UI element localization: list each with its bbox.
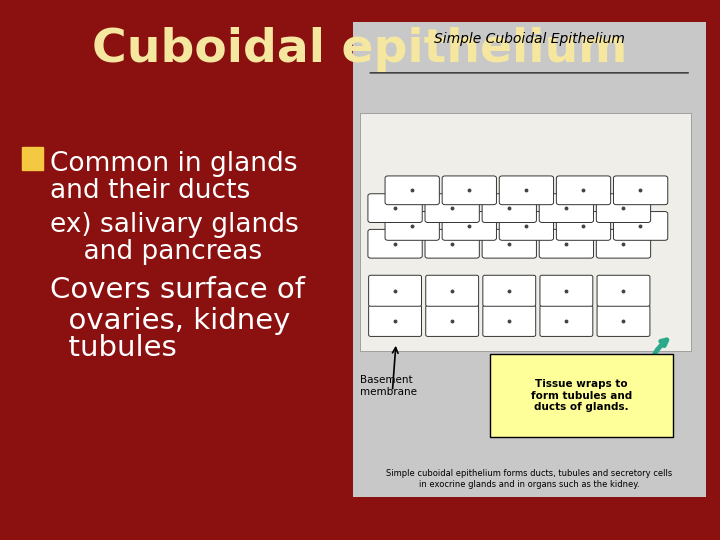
Bar — [22, 147, 43, 170]
Text: and pancreas: and pancreas — [50, 239, 263, 265]
FancyBboxPatch shape — [369, 275, 421, 306]
FancyBboxPatch shape — [425, 230, 480, 258]
Text: ovaries, kidney: ovaries, kidney — [50, 307, 291, 335]
FancyBboxPatch shape — [540, 275, 593, 306]
FancyBboxPatch shape — [499, 212, 554, 240]
FancyBboxPatch shape — [360, 113, 691, 351]
FancyBboxPatch shape — [597, 306, 650, 336]
FancyBboxPatch shape — [368, 194, 422, 222]
FancyBboxPatch shape — [425, 194, 480, 222]
FancyBboxPatch shape — [596, 194, 651, 222]
Text: tubules: tubules — [50, 334, 177, 362]
FancyBboxPatch shape — [613, 176, 667, 205]
FancyBboxPatch shape — [499, 176, 554, 205]
Text: Simple cuboidal epithelium forms ducts, tubules and secretory cells
in exocrine : Simple cuboidal epithelium forms ducts, … — [386, 469, 672, 489]
FancyBboxPatch shape — [385, 212, 439, 240]
Text: Simple Cuboidal Epithelium: Simple Cuboidal Epithelium — [433, 32, 625, 46]
Text: Common in glands: Common in glands — [50, 151, 298, 177]
FancyBboxPatch shape — [557, 176, 611, 205]
FancyBboxPatch shape — [353, 22, 706, 497]
FancyBboxPatch shape — [557, 212, 611, 240]
FancyBboxPatch shape — [368, 230, 422, 258]
FancyBboxPatch shape — [597, 275, 650, 306]
FancyBboxPatch shape — [482, 230, 536, 258]
FancyBboxPatch shape — [385, 176, 439, 205]
FancyBboxPatch shape — [426, 306, 479, 336]
FancyBboxPatch shape — [540, 306, 593, 336]
FancyBboxPatch shape — [482, 194, 536, 222]
FancyBboxPatch shape — [596, 230, 651, 258]
FancyBboxPatch shape — [539, 230, 593, 258]
FancyBboxPatch shape — [442, 176, 497, 205]
Text: Tissue wraps to
form tubules and
ducts of glands.: Tissue wraps to form tubules and ducts o… — [531, 379, 632, 412]
FancyBboxPatch shape — [483, 275, 536, 306]
Text: and their ducts: and their ducts — [50, 178, 251, 204]
FancyBboxPatch shape — [483, 306, 536, 336]
FancyBboxPatch shape — [426, 275, 479, 306]
Text: Covers surface of: Covers surface of — [50, 276, 305, 305]
FancyBboxPatch shape — [442, 212, 497, 240]
FancyBboxPatch shape — [490, 354, 673, 437]
Text: Cuboidal epithelium: Cuboidal epithelium — [92, 27, 628, 72]
FancyBboxPatch shape — [369, 306, 421, 336]
FancyBboxPatch shape — [539, 194, 593, 222]
Text: ex) salivary glands: ex) salivary glands — [50, 212, 299, 238]
FancyBboxPatch shape — [613, 212, 667, 240]
Text: Basement
membrane: Basement membrane — [360, 375, 417, 397]
